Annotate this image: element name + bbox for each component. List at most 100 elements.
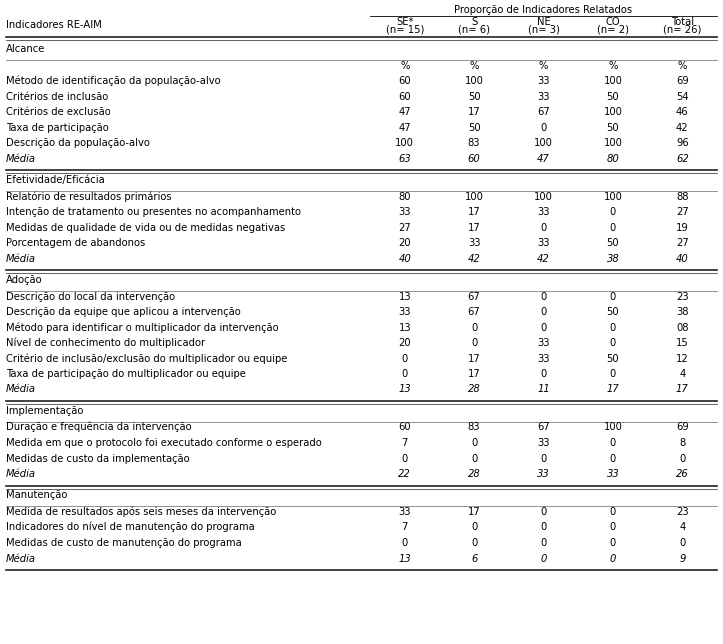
Text: Medidas de custo da implementação: Medidas de custo da implementação (6, 453, 189, 464)
Text: 33: 33 (537, 91, 549, 102)
Text: 7: 7 (401, 438, 408, 448)
Text: 13: 13 (398, 553, 411, 564)
Text: 0: 0 (540, 553, 547, 564)
Text: 42: 42 (468, 254, 481, 263)
Text: 0: 0 (540, 369, 547, 379)
Text: 33: 33 (537, 207, 549, 217)
Text: 38: 38 (676, 307, 688, 317)
Text: 0: 0 (540, 522, 547, 533)
Text: 88: 88 (676, 191, 688, 202)
Text: 33: 33 (537, 438, 549, 448)
Text: 100: 100 (534, 191, 553, 202)
Text: 0: 0 (471, 323, 477, 332)
Text: 22: 22 (398, 469, 411, 479)
Text: 4: 4 (679, 369, 685, 379)
Text: 33: 33 (398, 507, 411, 517)
Text: Método para identificar o multiplicador da intervenção: Método para identificar o multiplicador … (6, 322, 278, 332)
Text: 0: 0 (401, 538, 408, 548)
Text: 0: 0 (540, 307, 547, 317)
Text: 0: 0 (609, 369, 616, 379)
Text: (n= 26): (n= 26) (663, 24, 701, 34)
Text: 33: 33 (537, 238, 549, 248)
Text: 0: 0 (540, 122, 547, 133)
Text: %: % (608, 61, 617, 70)
Text: 17: 17 (468, 354, 481, 363)
Text: 19: 19 (676, 222, 689, 232)
Text: 0: 0 (609, 453, 616, 464)
Text: 4: 4 (679, 522, 685, 533)
Text: 100: 100 (534, 138, 553, 148)
Text: 38: 38 (607, 254, 620, 263)
Text: 100: 100 (465, 191, 484, 202)
Text: 63: 63 (398, 153, 411, 164)
Text: 80: 80 (398, 191, 411, 202)
Text: Critérios de inclusão: Critérios de inclusão (6, 91, 108, 102)
Text: 100: 100 (465, 76, 484, 86)
Text: 33: 33 (468, 238, 480, 248)
Text: 0: 0 (609, 292, 616, 301)
Text: (n= 15): (n= 15) (385, 24, 424, 34)
Text: Taxa de participação do multiplicador ou equipe: Taxa de participação do multiplicador ou… (6, 369, 246, 379)
Text: (n= 2): (n= 2) (597, 24, 629, 34)
Text: 9: 9 (679, 553, 685, 564)
Text: CO: CO (606, 17, 620, 27)
Text: 0: 0 (471, 538, 477, 548)
Text: 100: 100 (604, 107, 623, 117)
Text: 50: 50 (607, 122, 619, 133)
Text: 17: 17 (468, 207, 481, 217)
Text: 17: 17 (468, 222, 481, 232)
Text: 50: 50 (607, 307, 619, 317)
Text: Critérios de exclusão: Critérios de exclusão (6, 107, 111, 117)
Text: 54: 54 (676, 91, 688, 102)
Text: 60: 60 (468, 153, 481, 164)
Text: Intenção de tratamento ou presentes no acompanhamento: Intenção de tratamento ou presentes no a… (6, 207, 301, 217)
Text: %: % (469, 61, 479, 70)
Text: Média: Média (6, 153, 36, 164)
Text: 13: 13 (398, 292, 411, 301)
Text: Efetividade/Eficácia: Efetividade/Eficácia (6, 175, 105, 185)
Text: 42: 42 (537, 254, 550, 263)
Text: 46: 46 (676, 107, 688, 117)
Text: %: % (400, 61, 409, 70)
Text: Nível de conhecimento do multiplicador: Nível de conhecimento do multiplicador (6, 337, 205, 348)
Text: 0: 0 (609, 507, 616, 517)
Text: 100: 100 (604, 191, 623, 202)
Text: Medidas de custo de manutenção do programa: Medidas de custo de manutenção do progra… (6, 538, 241, 548)
Text: Proporção de Indicadores Relatados: Proporção de Indicadores Relatados (455, 5, 633, 15)
Text: 27: 27 (676, 207, 689, 217)
Text: 60: 60 (398, 91, 411, 102)
Text: 12: 12 (676, 354, 689, 363)
Text: 33: 33 (537, 469, 550, 479)
Text: 67: 67 (468, 307, 481, 317)
Text: 83: 83 (468, 422, 480, 433)
Text: Média: Média (6, 469, 36, 479)
Text: 0: 0 (540, 222, 547, 232)
Text: 0: 0 (471, 522, 477, 533)
Text: Manutenção: Manutenção (6, 491, 67, 500)
Text: Porcentagem de abandonos: Porcentagem de abandonos (6, 238, 145, 248)
Text: 0: 0 (540, 453, 547, 464)
Text: 62: 62 (676, 153, 689, 164)
Text: 0: 0 (609, 553, 616, 564)
Text: 50: 50 (468, 122, 480, 133)
Text: 0: 0 (471, 438, 477, 448)
Text: 40: 40 (398, 254, 411, 263)
Text: 0: 0 (540, 292, 547, 301)
Text: Alcance: Alcance (6, 44, 46, 54)
Text: 0: 0 (471, 338, 477, 348)
Text: 47: 47 (398, 107, 411, 117)
Text: 50: 50 (607, 91, 619, 102)
Text: Indicadores RE-AIM: Indicadores RE-AIM (6, 20, 102, 30)
Text: 20: 20 (398, 238, 411, 248)
Text: 13: 13 (398, 323, 411, 332)
Text: Medida em que o protocolo foi executado conforme o esperado: Medida em que o protocolo foi executado … (6, 438, 322, 448)
Text: 60: 60 (398, 76, 411, 86)
Text: 33: 33 (537, 76, 549, 86)
Text: 50: 50 (607, 354, 619, 363)
Text: 100: 100 (604, 138, 623, 148)
Text: 27: 27 (676, 238, 689, 248)
Text: 0: 0 (679, 453, 685, 464)
Text: 0: 0 (540, 507, 547, 517)
Text: 0: 0 (471, 453, 477, 464)
Text: 33: 33 (537, 338, 549, 348)
